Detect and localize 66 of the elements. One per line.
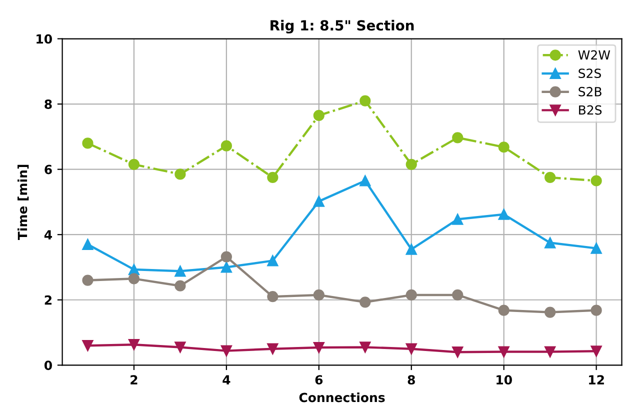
point	[544, 237, 556, 248]
point	[406, 289, 417, 301]
point	[313, 110, 324, 122]
point	[267, 343, 278, 354]
x-tick-label: 4	[222, 375, 230, 384]
point	[498, 208, 510, 220]
y-axis-title: Time [min]	[18, 164, 29, 240]
point	[406, 158, 417, 170]
x-tick-label: 10	[496, 375, 512, 385]
legend-label: S2B	[578, 86, 602, 96]
point	[128, 273, 140, 284]
y-tick-label: 10	[36, 34, 52, 44]
point	[360, 175, 371, 186]
point	[498, 346, 510, 358]
point	[267, 172, 278, 184]
point	[313, 196, 324, 207]
point	[267, 255, 278, 266]
legend-label: W2W	[578, 50, 610, 60]
point	[82, 138, 94, 149]
point	[220, 251, 232, 262]
point	[452, 346, 464, 358]
point	[220, 262, 232, 273]
y-tick-label: 6	[44, 164, 52, 174]
point	[498, 142, 510, 153]
point	[590, 346, 602, 357]
point	[360, 95, 371, 106]
point	[544, 306, 556, 318]
point	[590, 242, 602, 254]
point	[452, 289, 464, 301]
point	[452, 214, 464, 225]
point	[174, 168, 186, 180]
point	[313, 289, 324, 301]
point	[174, 342, 186, 353]
point	[128, 158, 140, 170]
point	[82, 340, 94, 352]
point	[128, 339, 140, 350]
point	[82, 274, 94, 286]
point	[360, 342, 371, 353]
y-tick-label: 8	[44, 100, 52, 109]
x-tick-label: 6	[315, 375, 323, 385]
x-tick-label: 8	[408, 375, 415, 385]
point	[544, 172, 556, 184]
x-tick-label: 2	[130, 375, 138, 384]
point	[406, 244, 417, 255]
point	[174, 266, 186, 277]
point	[267, 291, 278, 302]
point	[544, 346, 556, 358]
x-tick-label: 12	[589, 375, 604, 384]
x-axis-title: Connections	[299, 392, 385, 402]
y-tick-label: 4	[44, 230, 52, 240]
point	[220, 345, 232, 356]
point	[82, 238, 94, 250]
legend-label: S2S	[578, 68, 601, 78]
y-tick-label: 2	[44, 295, 52, 305]
point	[498, 304, 510, 316]
point	[360, 296, 371, 308]
point	[174, 280, 186, 292]
point	[590, 304, 602, 316]
legend-label: B2S	[579, 105, 602, 115]
point	[452, 132, 464, 144]
point	[590, 175, 602, 186]
point	[220, 140, 232, 152]
point	[406, 343, 417, 354]
y-tick-label: 0	[44, 360, 52, 370]
chart-title: Rig 1: 8.5" Section	[270, 20, 414, 34]
point	[313, 342, 324, 354]
